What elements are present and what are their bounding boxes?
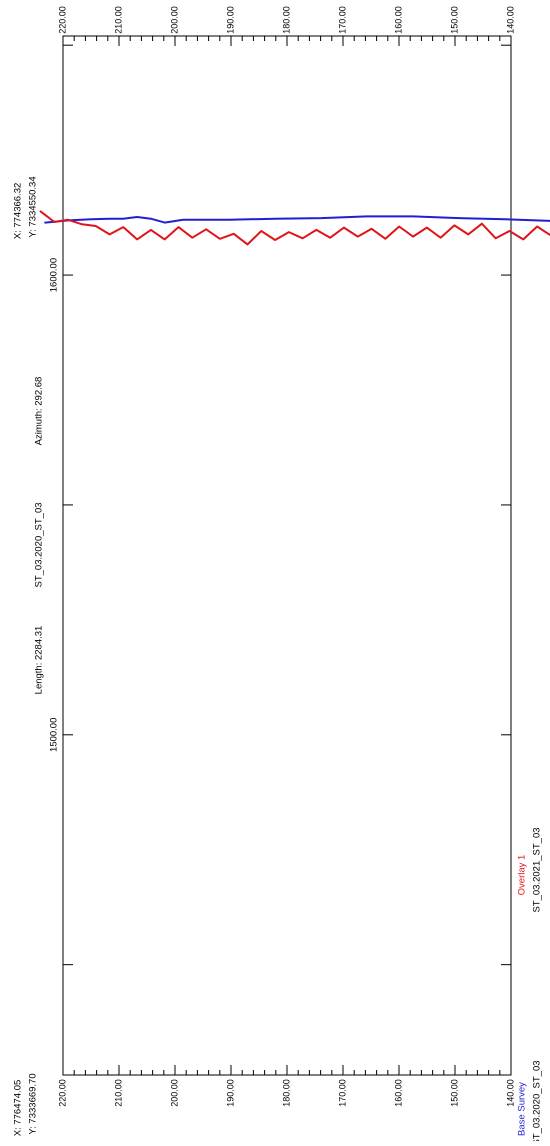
elevation-tick-label-top: 180.00: [281, 6, 291, 34]
elevation-tick-label-top: 220.00: [57, 6, 67, 34]
start-y-label: Y: 7333669.70: [28, 1073, 39, 1134]
legend-overlay-subtitle: ST_03.2021_ST_03: [532, 827, 543, 912]
legend-overlay-label-group: Overlay 1: [517, 855, 528, 896]
end-y-label: Y: 7334550.34: [28, 176, 39, 237]
elevation-tick-label-bottom: 220.00: [57, 1079, 67, 1107]
distance-tick-label: 1600.00: [49, 258, 60, 292]
legend-base-label: Base Survey: [517, 1082, 528, 1136]
chart-title: ST_03.2020_ST_03: [34, 502, 45, 587]
end-y-group: Y: 7334550.34: [28, 176, 39, 237]
legend-overlay-label: Overlay 1: [517, 855, 528, 896]
elevation-tick-label-bottom: 200.00: [169, 1079, 179, 1107]
elevation-tick-label-bottom: 160.00: [393, 1079, 403, 1107]
base-survey-line: [44, 215, 550, 224]
elevation-tick-label-top: 160.00: [393, 6, 403, 34]
elevation-tick-label-top: 190.00: [225, 6, 235, 34]
axis-ticks: 220.00 220.00 210.00 210.00 200.00 200.00 190.…: [49, 6, 516, 1107]
end-x-group: X: 774366.32: [13, 183, 24, 240]
start-x-group: X: 776474.05: [13, 1080, 24, 1137]
legend-base-subtitle-group: ST_03.2020_ST_03: [532, 1060, 543, 1145]
start-y-group: Y: 7333669.70: [28, 1073, 39, 1134]
start-x-label: X: 776474.05: [13, 1080, 24, 1137]
elevation-tick-label-bottom: 140.00: [505, 1079, 515, 1107]
length-label-group: Length: 2284.31: [34, 626, 45, 695]
overlay-1-line: [39, 210, 550, 246]
azimuth-label-group: Azimuth: 292.68: [34, 377, 45, 446]
elevation-tick-label-bottom: 210.00: [113, 1079, 123, 1107]
plot-frame: [62, 35, 512, 1076]
chart-title-group: ST_03.2020_ST_03: [34, 502, 45, 587]
elevation-tick-label-top: 210.00: [113, 6, 123, 34]
end-x-label: X: 774366.32: [13, 183, 24, 240]
legend-base-subtitle: ST_03.2020_ST_03: [532, 1060, 543, 1141]
legend-overlay-subtitle-group: ST_03.2021_ST_03: [532, 827, 543, 912]
elevation-tick-label-bottom: 170.00: [337, 1079, 347, 1107]
distance-tick-label: 1500.00: [49, 718, 60, 752]
series-lines: [39, 210, 550, 246]
azimuth-label: Azimuth: 292.68: [34, 377, 45, 446]
elevation-tick-label-bottom: 150.00: [449, 1079, 459, 1107]
elevation-tick-label-bottom: 190.00: [225, 1079, 235, 1107]
elevation-tick-label-bottom: 180.00: [281, 1079, 291, 1107]
elevation-tick-label-top: 140.00: [505, 6, 515, 34]
legend-base-label-group: Base Survey: [517, 1082, 528, 1136]
elevation-tick-label-top: 150.00: [449, 6, 459, 34]
elevation-tick-label-top: 200.00: [169, 6, 179, 34]
elevation-tick-label-top: 170.00: [337, 6, 347, 34]
length-label: Length: 2284.31: [34, 626, 45, 695]
